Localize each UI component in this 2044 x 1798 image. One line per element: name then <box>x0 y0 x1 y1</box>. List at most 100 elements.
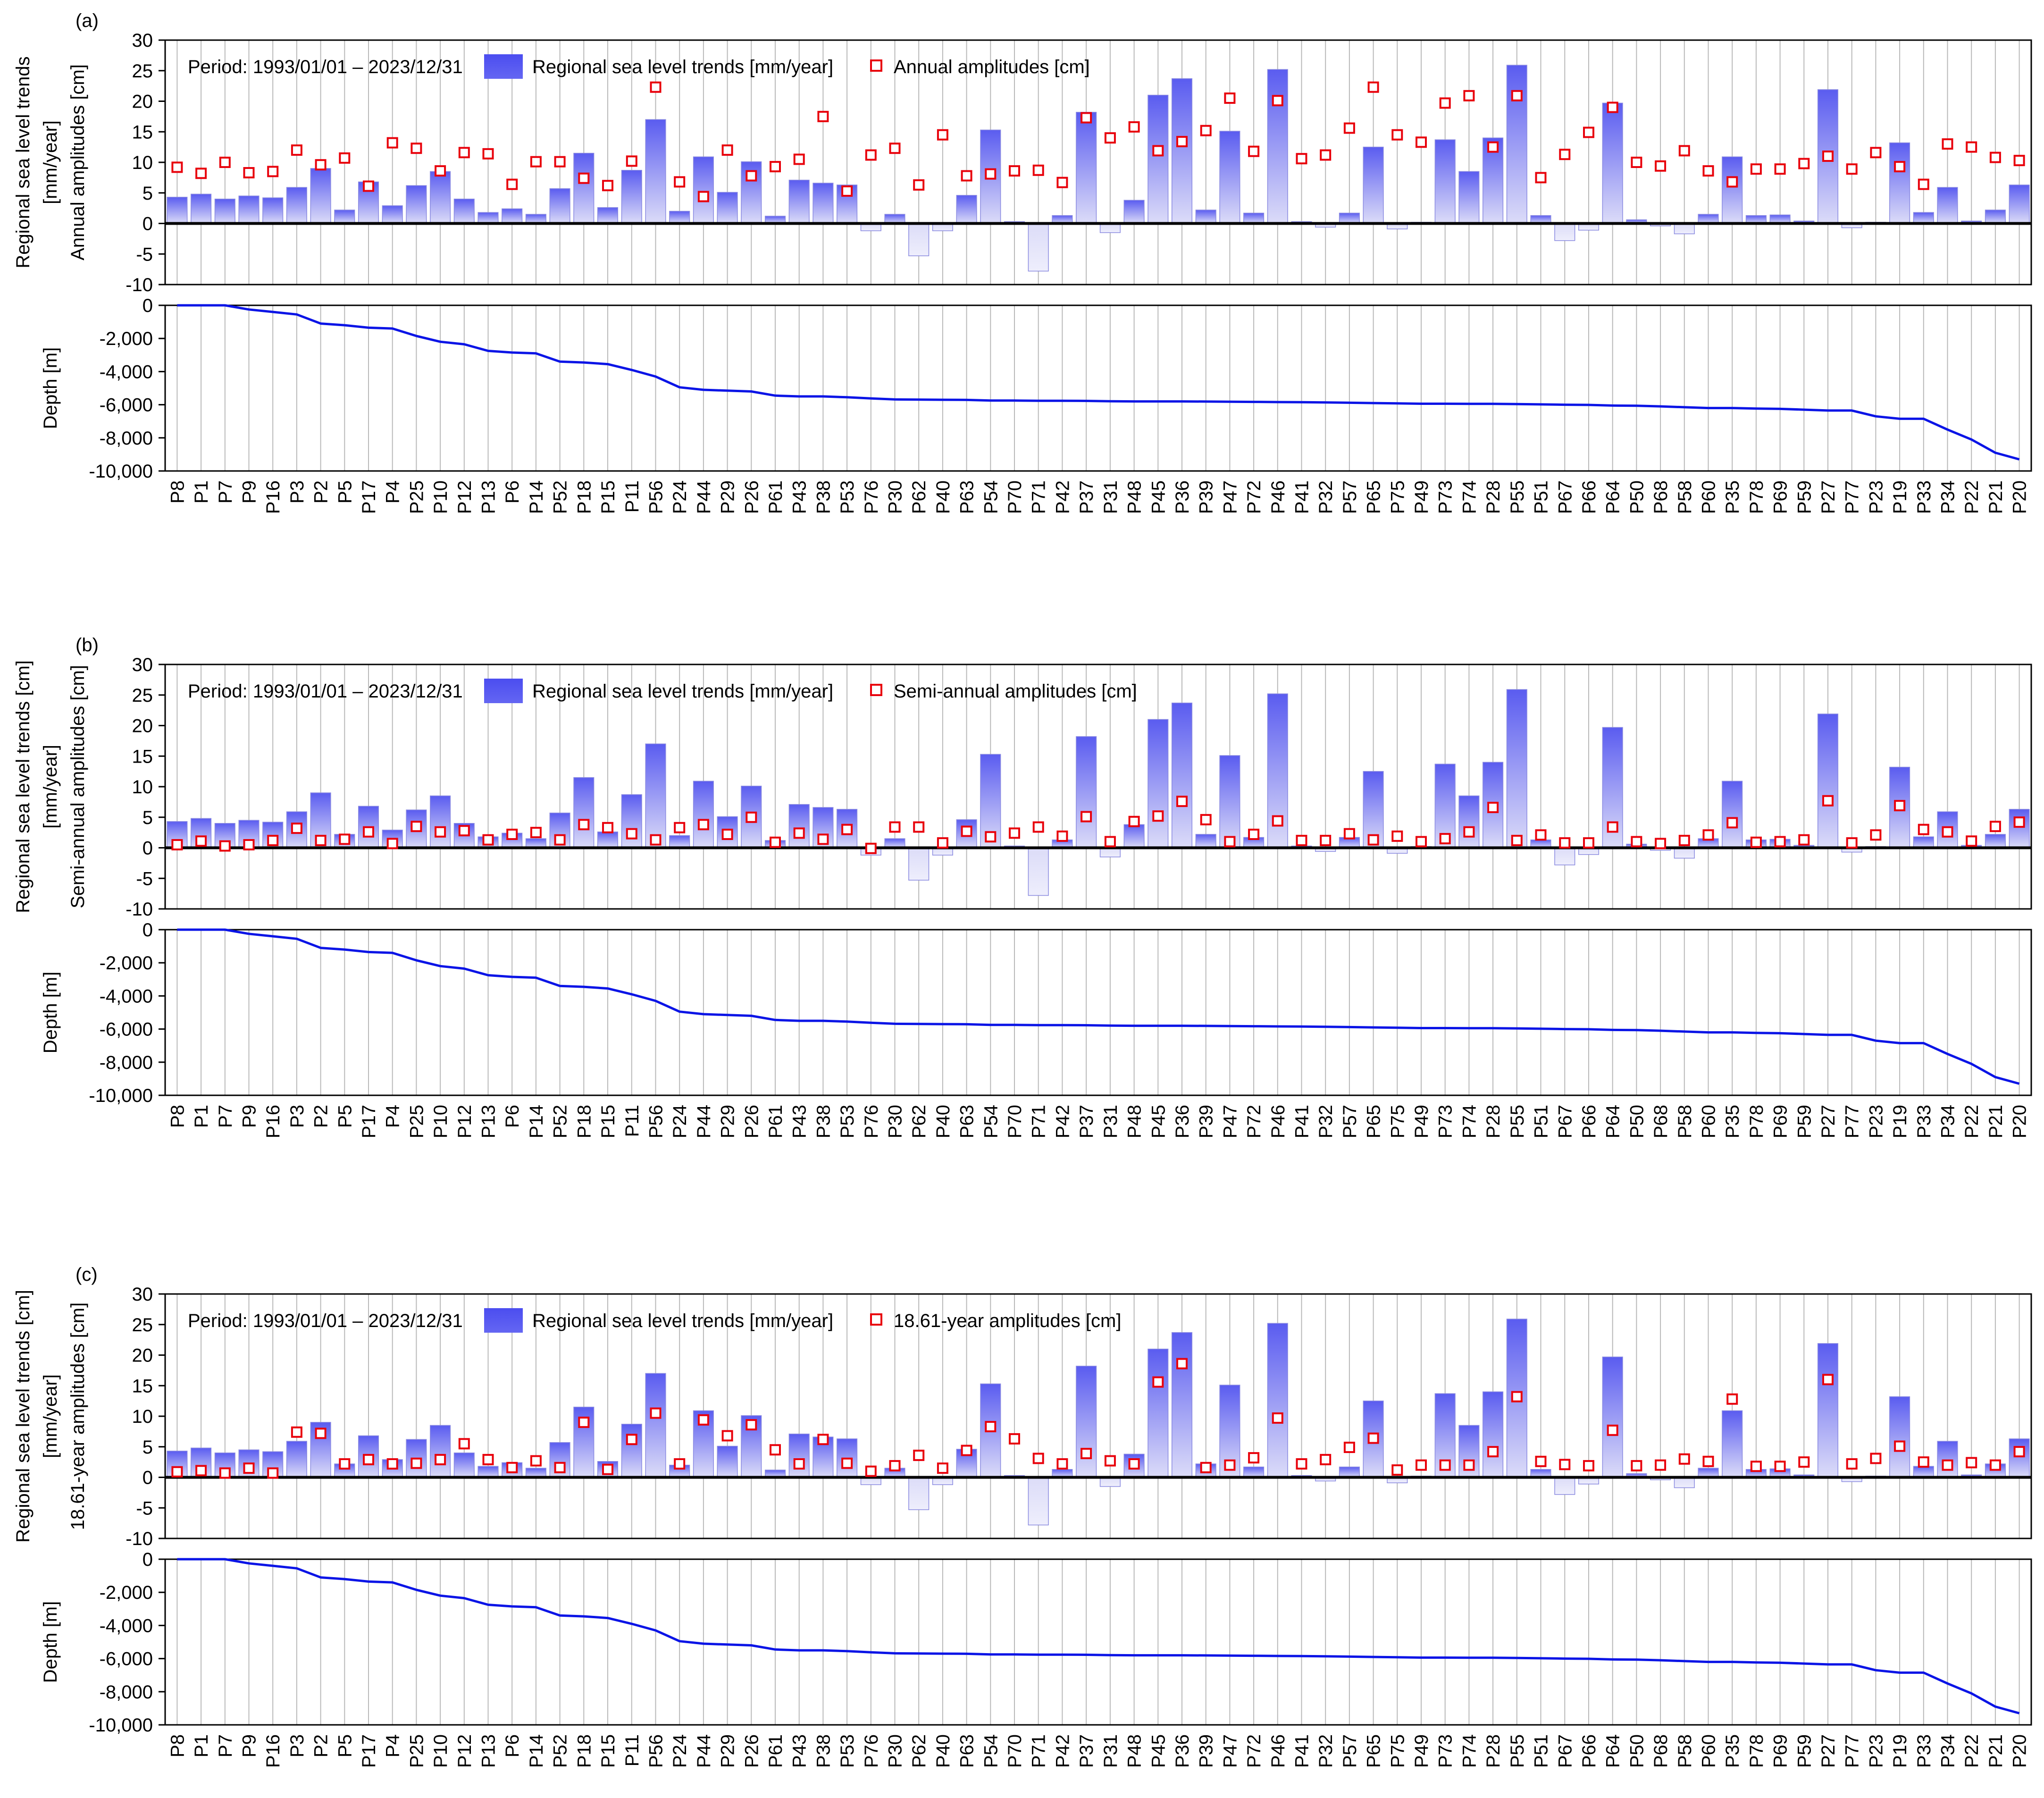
x-tick-label: P39 <box>1196 1734 1217 1768</box>
amplitude-marker <box>554 834 566 846</box>
trend-bar <box>1674 1477 1695 1488</box>
amplitude-marker <box>219 840 231 852</box>
amplitude-marker <box>1367 81 1379 93</box>
y-tick-label: -10 <box>126 899 153 920</box>
trend-bar <box>1339 1466 1360 1478</box>
amplitude-marker <box>1152 145 1164 157</box>
x-tick-label: P30 <box>885 480 906 514</box>
trend-bar <box>1458 795 1480 849</box>
amplitude-marker <box>1678 1453 1690 1465</box>
amplitude-marker <box>1009 1433 1020 1445</box>
amplitude-marker <box>291 823 302 834</box>
x-tick-label: P53 <box>837 480 858 514</box>
amplitude-marker <box>315 159 327 171</box>
amplitude-marker <box>1224 92 1236 104</box>
x-tick-label: P18 <box>574 1734 595 1768</box>
x-tick-label: P7 <box>215 1105 236 1128</box>
x-tick-label: P14 <box>526 1105 547 1138</box>
x-tick-label: P1 <box>191 1105 212 1128</box>
trend-bar <box>2009 809 2030 849</box>
amplitude-marker <box>602 180 613 192</box>
trend-bar <box>1171 78 1193 224</box>
amplitude-marker <box>721 829 733 840</box>
x-tick-label: P77 <box>1842 1734 1863 1768</box>
legend-amplitude-label: Semi-annual amplitudes [cm] <box>894 681 1137 702</box>
depth-tick-label: 0 <box>142 1549 153 1570</box>
x-tick-label: P1 <box>191 1734 212 1757</box>
amplitude-marker <box>1559 837 1571 849</box>
x-tick-label: P55 <box>1507 1734 1528 1768</box>
trend-bar <box>1028 847 1049 896</box>
amplitude-marker <box>1032 821 1044 833</box>
x-tick-label: P35 <box>1722 1105 1743 1138</box>
x-tick-label: P51 <box>1531 480 1552 514</box>
trend-bar <box>1148 1348 1169 1478</box>
amplitude-marker <box>841 1457 853 1469</box>
x-tick-label: P15 <box>598 1105 619 1138</box>
grid-lines <box>176 40 2020 471</box>
trend-bar <box>406 1439 427 1478</box>
amplitude-marker <box>602 822 613 833</box>
amplitude-marker <box>506 1462 518 1473</box>
amplitude-marker <box>2013 816 2025 828</box>
x-tick-label: P16 <box>263 1734 284 1768</box>
x-tick-label: P18 <box>574 480 595 514</box>
amplitude-marker <box>1391 1464 1403 1476</box>
trend-bar <box>693 781 714 849</box>
amplitude-marker <box>626 828 637 840</box>
amplitude-marker <box>1343 828 1355 840</box>
trend-bar <box>502 208 523 224</box>
amplitude-marker <box>339 833 351 845</box>
amplitude-marker <box>243 839 255 850</box>
y-axis-label: Regional sea level trends [cm] <box>13 1290 34 1543</box>
x-tick-label: P4 <box>383 480 403 504</box>
grid-lines <box>176 664 2020 1095</box>
trend-bar <box>1483 1391 1504 1478</box>
amplitude-marker <box>1846 163 1858 175</box>
y-tick-label: 0 <box>142 838 153 859</box>
legend-marker-swatch <box>870 1313 882 1326</box>
x-tick-label: P49 <box>1411 480 1432 514</box>
x-tick-label: P78 <box>1746 480 1767 514</box>
amplitude-marker <box>1607 821 1618 833</box>
amplitude-marker <box>793 827 805 839</box>
amplitude-markers <box>171 81 2025 202</box>
x-tick-label: P60 <box>1699 1734 1719 1768</box>
amplitude-marker <box>1009 165 1020 177</box>
amplitude-markers <box>171 1358 2025 1479</box>
x-tick-label: P38 <box>813 1734 834 1768</box>
amplitude-marker <box>1487 141 1499 153</box>
depth-tick-label: 0 <box>142 920 153 941</box>
amplitude-marker <box>1726 176 1738 188</box>
x-tick-label: P62 <box>909 1105 930 1138</box>
x-tick-label: P11 <box>622 1734 643 1766</box>
x-tick-label: P3 <box>287 1105 308 1128</box>
amplitude-marker <box>1631 1460 1642 1471</box>
x-tick-label: P39 <box>1196 480 1217 514</box>
y-tick-label: 10 <box>132 777 153 798</box>
amplitude-marker <box>1056 1458 1068 1470</box>
amplitude-marker <box>889 143 901 154</box>
amplitude-marker <box>386 137 398 149</box>
amplitude-marker <box>243 167 255 178</box>
amplitude-marker <box>817 833 829 845</box>
x-tick-label: P10 <box>430 1734 451 1768</box>
x-tick-label: P71 <box>1029 1734 1049 1768</box>
amplitude-marker <box>1989 151 2001 163</box>
amplitude-marker <box>195 835 207 847</box>
amplitude-marker <box>1918 1456 1929 1468</box>
x-tick-label: P17 <box>359 480 379 514</box>
trend-bar <box>453 1452 475 1478</box>
x-tick-label: P64 <box>1603 1734 1624 1768</box>
legend-marker-swatch <box>870 59 882 72</box>
amplitude-marker <box>1798 1456 1810 1468</box>
x-tick-label: P12 <box>454 1105 475 1138</box>
trend-bar <box>1985 834 2006 849</box>
x-tick-label: P50 <box>1626 1734 1647 1768</box>
amplitude-marker <box>1367 1432 1379 1444</box>
x-tick-label: P56 <box>646 480 667 514</box>
amplitude-marker <box>1798 158 1810 169</box>
y-axis-label: [mm/year] <box>40 120 61 204</box>
amplitude-marker <box>410 143 422 154</box>
x-tick-label: P48 <box>1124 1105 1145 1138</box>
